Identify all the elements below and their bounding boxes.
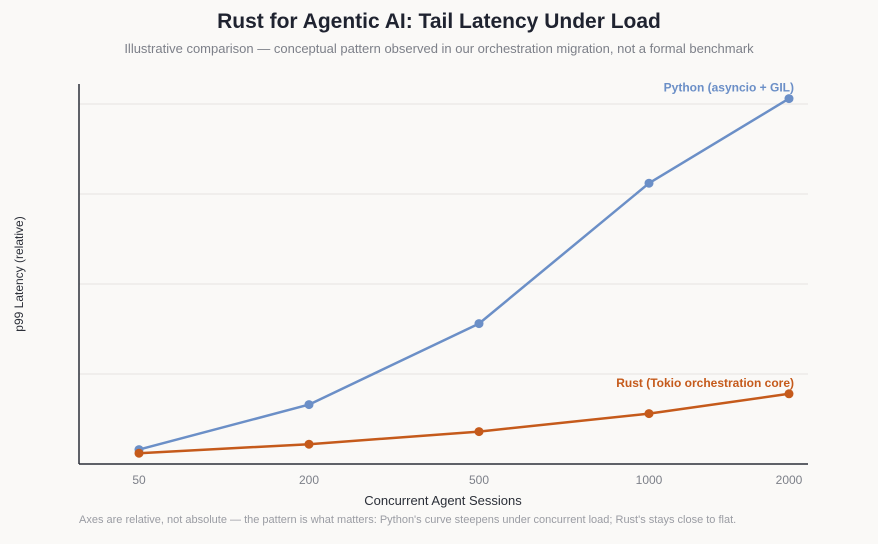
series-label-1: Rust (Tokio orchestration core) bbox=[616, 376, 794, 390]
series-1-point-2 bbox=[474, 427, 484, 437]
y-axis-title: p99 Latency (relative) bbox=[12, 216, 26, 331]
series-1-point-4 bbox=[784, 389, 794, 399]
x-tick-label: 1000 bbox=[636, 473, 663, 487]
series-labels: Python (asyncio + GIL) Rust (Tokio orches… bbox=[616, 81, 794, 390]
footnote: Axes are relative, not absolute — the pa… bbox=[79, 514, 737, 526]
x-tick-labels: 50 200 500 1000 2000 bbox=[132, 473, 802, 487]
series-label-0: Python (asyncio + GIL) bbox=[664, 81, 794, 95]
series-1-point-1 bbox=[304, 439, 314, 449]
x-tick-label: 2000 bbox=[776, 473, 803, 487]
series-layer bbox=[134, 94, 794, 458]
chart-title: Rust for Agentic AI: Tail Latency Under … bbox=[217, 10, 661, 33]
x-axis-title: Concurrent Agent Sessions bbox=[364, 493, 522, 508]
series-line-0 bbox=[138, 97, 790, 451]
chart-subtitle: Illustrative comparison — conceptual pat… bbox=[124, 41, 754, 56]
series-0-point-3 bbox=[644, 178, 654, 188]
series-0-point-4 bbox=[784, 94, 794, 104]
x-tick-label: 50 bbox=[132, 473, 146, 487]
x-tick-label: 200 bbox=[299, 473, 319, 487]
series-1-point-3 bbox=[644, 409, 654, 419]
series-0-point-2 bbox=[474, 319, 484, 329]
gridlines bbox=[79, 103, 808, 375]
series-1-point-0 bbox=[134, 448, 144, 458]
series-0-point-1 bbox=[304, 400, 314, 410]
x-tick-label: 500 bbox=[469, 473, 489, 487]
